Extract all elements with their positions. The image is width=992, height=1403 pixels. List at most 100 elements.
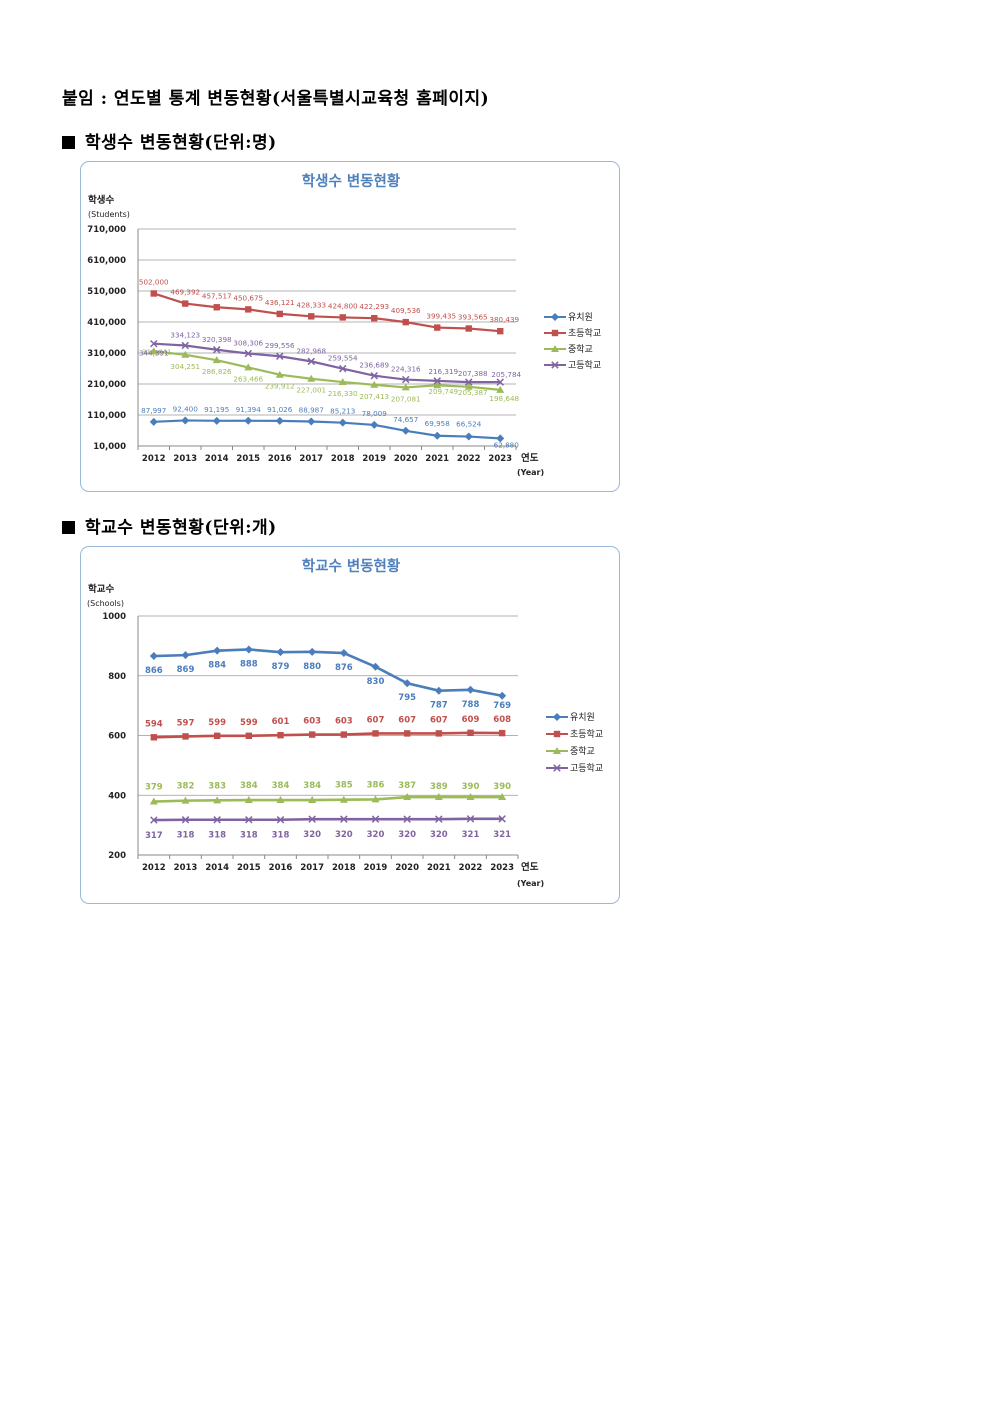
y-tick-label: 600: [108, 732, 126, 742]
data-label: 830: [367, 677, 385, 687]
x-tick-label: 2013: [173, 454, 197, 464]
data-label: 344,391: [139, 349, 169, 358]
x-tick-label: 2015: [237, 863, 261, 873]
data-point: [244, 645, 253, 654]
data-label: 603: [303, 717, 321, 727]
data-point: [435, 730, 443, 737]
data-label: 384: [303, 781, 321, 791]
data-point: [149, 652, 158, 661]
data-point: [496, 385, 505, 393]
data-label: 389: [430, 782, 448, 792]
data-point: [181, 341, 189, 350]
data-label: 321: [493, 830, 511, 840]
legend-marker: [551, 361, 559, 369]
data-label: 207,413: [359, 392, 389, 401]
data-label: 318: [240, 831, 258, 841]
data-point: [370, 380, 379, 388]
data-label: 317: [145, 831, 163, 841]
data-point: [339, 364, 347, 373]
data-point: [339, 795, 348, 803]
data-label: 320: [430, 830, 448, 840]
data-label: 239,912: [265, 382, 295, 391]
data-label: 224,316: [391, 365, 421, 374]
data-label: 207,081: [391, 394, 421, 403]
x-tick-label: 2016: [268, 454, 292, 464]
legend-marker: [551, 313, 559, 321]
data-label: 91,394: [236, 405, 262, 414]
data-point: [434, 686, 443, 695]
legend-label: 고등학교: [568, 360, 601, 371]
data-point: [244, 363, 253, 371]
data-label: 599: [208, 718, 226, 728]
data-label: 457,517: [202, 291, 232, 300]
data-point: [498, 691, 507, 700]
x-axis-sublabel: (Year): [517, 468, 544, 477]
series-line-0: [153, 419, 501, 440]
y-axis-sublabel: (Schools): [87, 599, 124, 608]
data-label: 318: [208, 831, 226, 841]
data-point: [402, 375, 410, 384]
data-label: 74,657: [393, 415, 418, 424]
data-point: [402, 318, 409, 326]
x-tick-label: 2019: [364, 863, 388, 873]
x-tick-label: 2016: [269, 863, 293, 873]
section-title-students: 학생수 변동현황(단위:명): [62, 128, 277, 153]
data-label: 383: [208, 781, 226, 791]
data-point: [308, 796, 317, 804]
data-label: 409,536: [391, 306, 421, 315]
data-point: [372, 730, 379, 737]
data-label: 390: [462, 782, 480, 792]
data-point: [213, 304, 220, 311]
y-tick-label: 510,000: [87, 287, 126, 297]
data-point: [150, 339, 158, 348]
data-point: [498, 815, 506, 823]
x-tick-label: 2019: [362, 454, 386, 464]
data-point: [213, 646, 222, 655]
y-axis-label: 학생수: [88, 194, 114, 206]
data-label: 87,997: [141, 406, 166, 415]
data-point: [182, 300, 189, 307]
data-label: 502,000: [139, 277, 169, 286]
y-tick-label: 710,000: [87, 225, 126, 235]
data-label: 607: [398, 715, 416, 725]
data-point: [401, 426, 410, 435]
data-label: 787: [430, 701, 448, 711]
data-point: [340, 731, 348, 738]
data-label: 390: [493, 782, 511, 792]
square-bullet-icon: [62, 521, 75, 534]
data-point: [496, 434, 505, 443]
data-label: 382: [177, 782, 195, 792]
x-tick-label: 2022: [457, 454, 481, 464]
schools-chart: 학교수 변동현황 학교수 (Schools) 200 400 600 800 1000 2012…: [80, 546, 620, 904]
data-point: [181, 416, 190, 425]
section-title-students-text: 학생수 변동현황(단위:명): [85, 133, 277, 153]
data-label: 399,435: [426, 312, 456, 321]
data-label: 320: [398, 830, 416, 840]
legend-marker: [553, 713, 561, 721]
data-label: 385: [335, 781, 353, 791]
data-point: [213, 796, 222, 804]
data-label: 599: [240, 718, 258, 728]
data-label: 607: [430, 715, 448, 725]
data-point: [434, 793, 443, 801]
data-point: [339, 649, 348, 658]
legend-label: 초등학교: [570, 729, 603, 740]
y-tick-label: 210,000: [87, 380, 126, 390]
data-label: 207,388: [458, 369, 488, 378]
x-tick-label: 2012: [142, 454, 166, 464]
data-point: [403, 679, 412, 688]
data-label: 334,123: [170, 331, 200, 340]
data-point: [181, 651, 190, 660]
data-label: 216,330: [328, 389, 358, 398]
data-point: [307, 357, 315, 366]
x-tick-label: 2012: [142, 863, 166, 873]
data-point: [276, 796, 285, 804]
x-tick-label: 2022: [459, 863, 483, 873]
data-label: 601: [272, 717, 290, 727]
data-point: [150, 290, 157, 297]
data-point: [433, 381, 442, 389]
y-axis-label: 학교수: [88, 583, 114, 595]
data-label: 209,749: [428, 387, 458, 396]
data-label: 320,398: [202, 335, 232, 344]
legend-label: 유치원: [570, 711, 595, 723]
